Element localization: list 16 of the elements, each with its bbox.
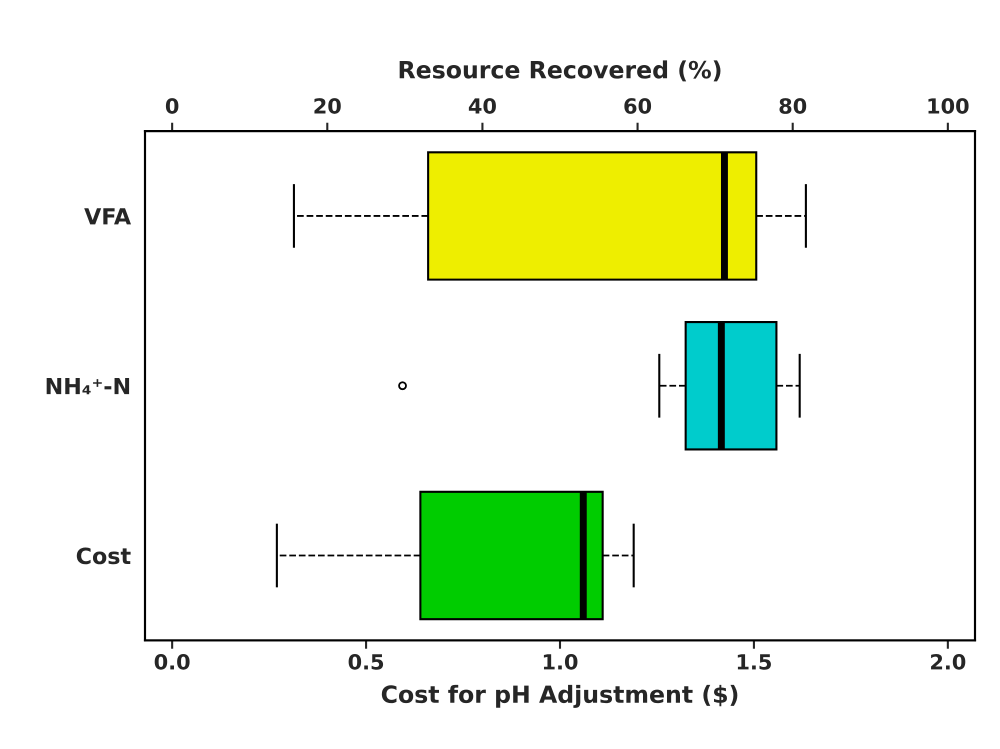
- x2-axis-title: Resource Recovered (%): [400, 60, 720, 82]
- x2-tick-label: 100: [928, 98, 969, 114]
- x2-tick-label: 20: [314, 98, 341, 114]
- x2-tick-label: 40: [468, 98, 496, 114]
- y-tick-label: NH₄⁺-N: [46, 378, 130, 394]
- x2-tick-label: 60: [624, 98, 652, 114]
- x2-tick-label: 80: [779, 98, 806, 114]
- x-axis-title: Cost for pH Adjustment ($): [382, 684, 738, 708]
- x-tick-label: 2.0: [931, 654, 966, 670]
- x-tick-label: 1.5: [738, 654, 771, 670]
- x-tick-label: 1.0: [544, 654, 578, 670]
- y-tick-label: Cost: [76, 547, 131, 564]
- y-tick-label: VFA: [84, 208, 132, 224]
- x2-tick-label: 0: [166, 98, 178, 114]
- x-tick-label: 0.0: [154, 654, 190, 670]
- x-tick-label: 0.5: [348, 654, 384, 670]
